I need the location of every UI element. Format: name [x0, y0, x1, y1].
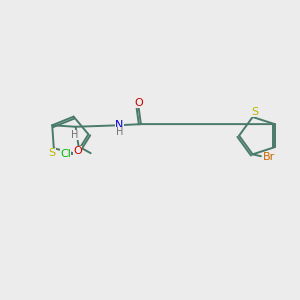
- Text: S: S: [251, 107, 259, 117]
- Text: O: O: [74, 146, 82, 156]
- Text: S: S: [48, 148, 56, 158]
- Text: O: O: [134, 98, 143, 108]
- Text: N: N: [115, 120, 124, 130]
- Text: Br: Br: [263, 152, 275, 162]
- Text: Cl: Cl: [60, 149, 71, 159]
- Text: H: H: [71, 130, 79, 140]
- Text: H: H: [116, 127, 123, 137]
